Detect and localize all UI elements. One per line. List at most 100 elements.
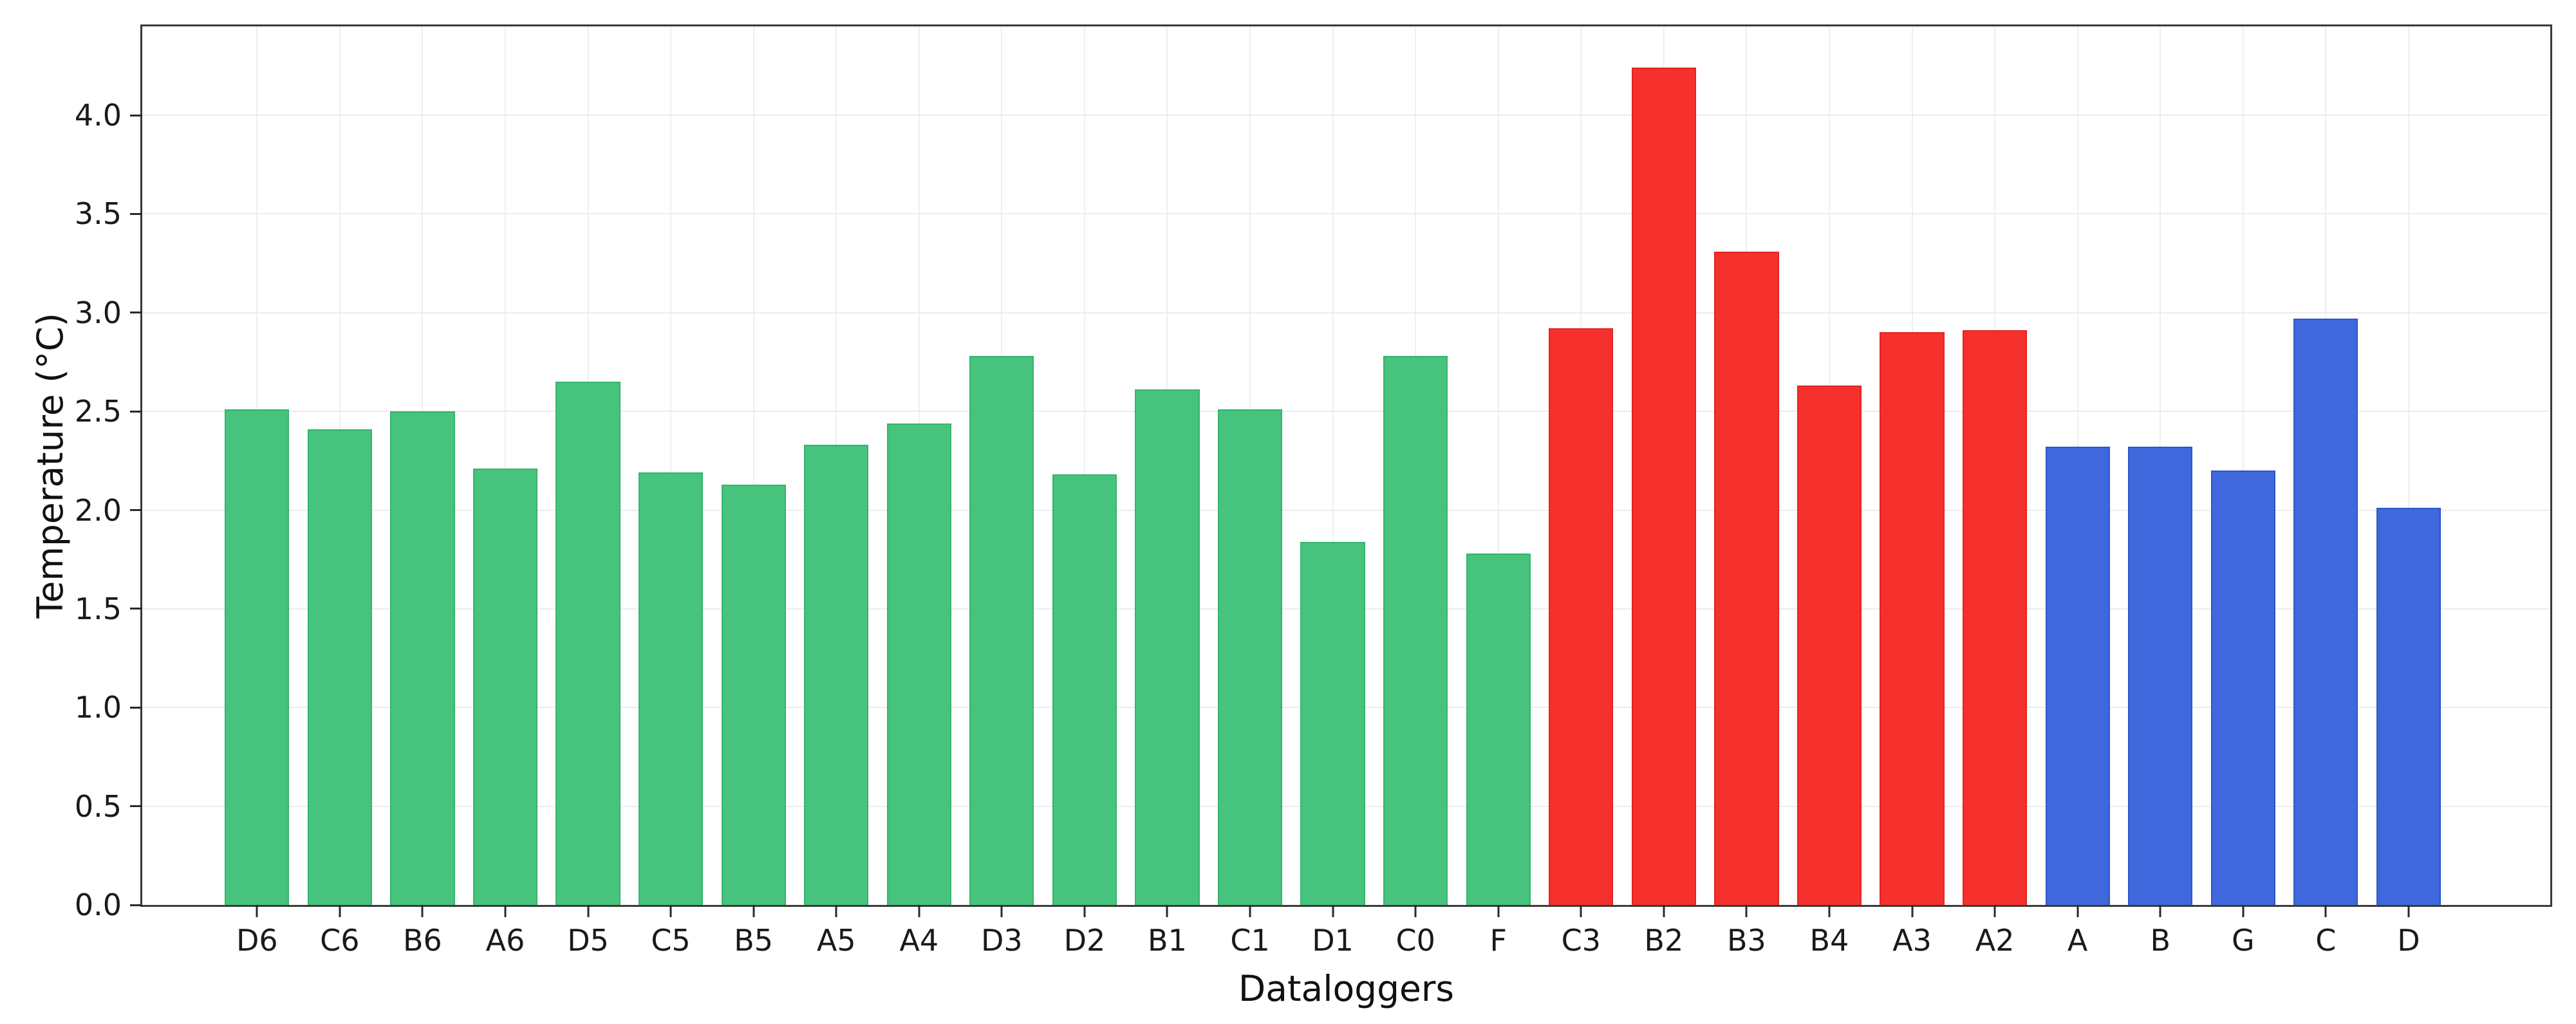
y-tick-mark: [130, 509, 142, 512]
x-tick-mark: [2159, 905, 2161, 917]
bar-slot: D6: [216, 26, 299, 955]
x-grid-line: [2242, 26, 2244, 905]
bar-A: [2045, 447, 2110, 905]
bar-B2: [1631, 68, 1696, 905]
x-grid-line: [1497, 26, 1499, 905]
y-tick-mark: [130, 410, 142, 413]
x-tick-label: D1: [1312, 923, 1354, 958]
x-tick-mark: [752, 905, 755, 917]
bar-C5: [638, 472, 704, 905]
bar-slot: B3: [1705, 26, 1788, 955]
y-grid-line: [142, 312, 2550, 313]
y-tick-label: 3.0: [74, 295, 122, 330]
bar-slot: B: [2119, 26, 2202, 955]
bar-slot: A: [2036, 26, 2119, 955]
x-tick-mark: [1497, 905, 1500, 917]
bar-slot: B1: [1126, 26, 1209, 955]
bar-D2: [1052, 474, 1117, 905]
x-tick-mark: [1663, 905, 1665, 917]
bars-row: D6 C6 B6 A6 D5 C5 B5 A5 A4 D3 D2 B1 C1 D1 C0 F C3 B2 B3 B4 A…: [142, 26, 2550, 955]
x-tick-mark: [1000, 905, 1003, 917]
bar-slot: A4: [878, 26, 961, 955]
bar-slot: D3: [960, 26, 1043, 955]
bar-slot: C6: [299, 26, 382, 955]
x-grid-line: [752, 26, 754, 905]
bar-G: [2210, 470, 2275, 905]
bar-B: [2128, 447, 2193, 905]
x-tick-label: G: [2231, 923, 2255, 958]
x-tick-label: C: [2315, 923, 2337, 958]
y-tick-mark: [130, 805, 142, 808]
y-grid-line: [142, 115, 2550, 116]
x-tick-label: F: [1489, 923, 1507, 958]
x-tick-label: C5: [651, 923, 691, 958]
bar-B6: [390, 411, 455, 905]
x-tick-mark: [2077, 905, 2079, 917]
x-tick-mark: [587, 905, 590, 917]
bar-A3: [1880, 332, 1945, 905]
x-tick-label: D3: [981, 923, 1023, 958]
x-tick-label: B1: [1148, 923, 1187, 958]
bar-slot: A3: [1871, 26, 1954, 955]
x-tick-label: B3: [1726, 923, 1766, 958]
x-tick-mark: [2242, 905, 2245, 917]
x-tick-mark: [918, 905, 920, 917]
bar-C0: [1383, 356, 1448, 905]
x-tick-mark: [835, 905, 837, 917]
bar-A2: [1962, 330, 2028, 905]
x-tick-label: D6: [236, 923, 278, 958]
bar-A5: [804, 445, 869, 905]
x-tick-mark: [1911, 905, 1914, 917]
x-tick-mark: [1332, 905, 1334, 917]
x-tick-label: A: [2067, 923, 2088, 958]
y-tick-label: 2.5: [74, 394, 122, 429]
bar-slot: C: [2284, 26, 2367, 955]
y-tick-label: 4.0: [74, 98, 122, 133]
bar-slot: B6: [381, 26, 464, 955]
x-tick-label: B: [2150, 923, 2170, 958]
x-tick-mark: [421, 905, 424, 917]
plot-area: D6 C6 B6 A6 D5 C5 B5 A5 A4 D3 D2 B1 C1 D1 C0 F C3 B2 B3 B4 A…: [30, 24, 2552, 1009]
bar-C: [2293, 318, 2358, 905]
bar-B5: [721, 484, 786, 905]
y-tick-label: 3.5: [74, 196, 122, 232]
x-tick-label: C1: [1230, 923, 1270, 958]
bar-slot: B2: [1623, 26, 1706, 955]
bar-D6: [225, 409, 290, 905]
x-tick-label: C6: [320, 923, 360, 958]
y-tick-label: 0.5: [74, 788, 122, 824]
x-tick-mark: [1414, 905, 1417, 917]
x-tick-mark: [339, 905, 341, 917]
x-tick-label: A2: [1975, 923, 2015, 958]
x-grid-line: [1083, 26, 1085, 905]
bar-slot: G: [2202, 26, 2285, 955]
x-tick-label: D: [2397, 923, 2420, 958]
bar-slot: D1: [1291, 26, 1374, 955]
bar-D3: [969, 356, 1034, 905]
x-axis-title: Dataloggers: [1238, 968, 1455, 1009]
y-tick-label: 1.0: [74, 690, 122, 725]
y-grid-line: [142, 411, 2550, 413]
x-tick-mark: [504, 905, 507, 917]
x-grid-line: [670, 26, 672, 905]
bar-D1: [1300, 541, 1365, 905]
bar-D: [2376, 508, 2441, 905]
bar-C1: [1217, 409, 1283, 905]
x-tick-label: C3: [1561, 923, 1601, 958]
x-tick-mark: [1083, 905, 1086, 917]
x-grid-line: [2407, 26, 2409, 905]
x-tick-label: B4: [1809, 923, 1849, 958]
bar-B3: [1714, 251, 1779, 905]
x-tick-label: C0: [1395, 923, 1435, 958]
bar-slot: D: [2367, 26, 2450, 955]
x-grid-line: [504, 26, 506, 905]
x-tick-mark: [1993, 905, 1996, 917]
bar-C3: [1549, 328, 1614, 905]
bar-slot: B4: [1788, 26, 1871, 955]
bar-F: [1466, 554, 1531, 905]
y-axis-title-area: Temperature (°C): [2, 26, 98, 905]
x-tick-mark: [1745, 905, 1748, 917]
x-tick-mark: [669, 905, 672, 917]
y-tick-mark: [130, 706, 142, 709]
